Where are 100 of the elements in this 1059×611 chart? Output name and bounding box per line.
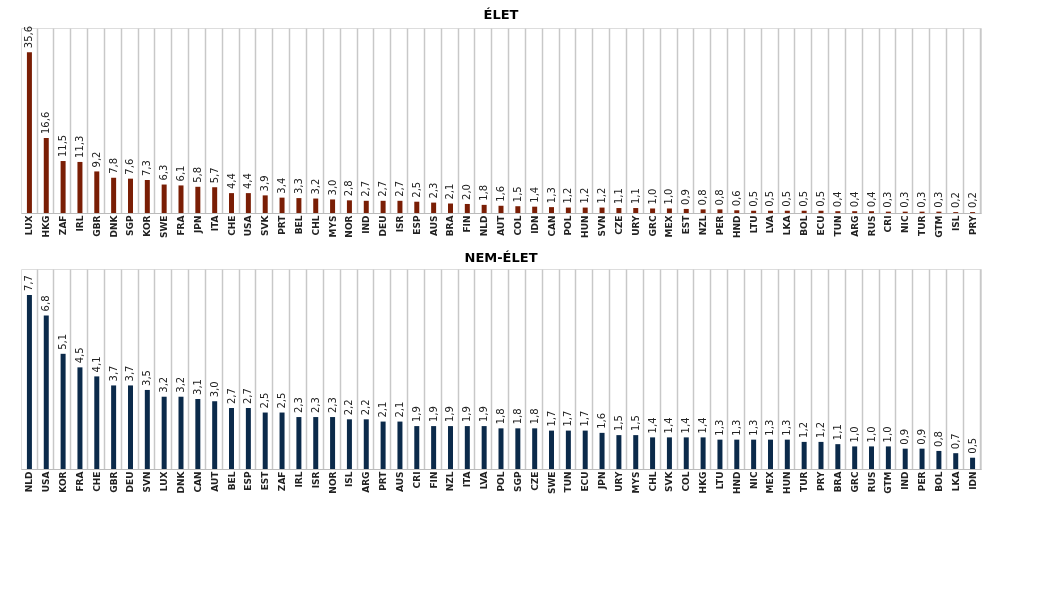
x-tick-label: NIC <box>900 215 911 233</box>
x-tick-label: ZAF <box>277 471 288 492</box>
bar <box>549 207 555 213</box>
x-tick-label: SGP <box>512 471 523 492</box>
bar <box>700 209 706 213</box>
bar <box>43 315 49 469</box>
x-tick-label: CAN <box>192 471 203 493</box>
data-label: 1,4 <box>663 417 675 434</box>
bar <box>127 385 133 469</box>
bar <box>77 367 83 469</box>
x-tick-label: KOR <box>142 215 153 237</box>
data-label: 3,1 <box>191 379 203 395</box>
bar <box>380 421 386 469</box>
bar <box>515 428 521 469</box>
x-tick-label: DNK <box>176 470 186 494</box>
bar <box>212 187 218 213</box>
bar <box>346 419 352 469</box>
bar <box>414 426 420 469</box>
data-label: 2,3 <box>427 182 439 199</box>
x-tick-label: DEU <box>125 471 136 493</box>
chart-title: NEM-ÉLET <box>464 250 538 265</box>
bar <box>245 408 251 469</box>
bar <box>767 439 773 469</box>
data-label: 0,7 <box>949 433 961 450</box>
data-label: 0,3 <box>932 191 944 208</box>
data-label: 0,9 <box>680 189 692 205</box>
bar <box>178 185 184 213</box>
bar <box>144 180 150 213</box>
x-tick-label: JPN <box>597 471 608 490</box>
data-label: 0,2 <box>966 192 978 209</box>
x-tick-label: POL <box>563 215 574 236</box>
x-tick-label: HKG <box>41 215 52 238</box>
data-label: 2,1 <box>393 401 405 418</box>
x-tick-label: RUS <box>866 215 877 237</box>
data-label: 2,1 <box>377 401 389 418</box>
x-tick-label: GTM <box>883 471 894 494</box>
data-label: 1,4 <box>528 186 540 203</box>
data-label: 0,5 <box>747 190 759 207</box>
data-label: 1,8 <box>528 408 540 425</box>
bar <box>936 450 942 469</box>
data-label: 4,4 <box>242 173 254 190</box>
data-label: 1,1 <box>831 424 843 441</box>
data-label: 0,4 <box>865 191 877 208</box>
data-label: 1,9 <box>444 406 456 423</box>
bar <box>330 417 336 469</box>
bar <box>26 52 32 213</box>
data-label: 3,2 <box>309 178 321 195</box>
bar <box>666 208 672 213</box>
x-tick-label: ARG <box>361 471 372 493</box>
data-label: 2,7 <box>225 388 237 405</box>
bar <box>784 210 790 213</box>
x-tick-label: IRL <box>74 215 85 232</box>
data-label: 1,0 <box>882 426 894 443</box>
data-label: 1,7 <box>579 410 591 427</box>
bar <box>633 435 639 469</box>
data-label: 1,2 <box>596 187 608 204</box>
bar <box>498 428 504 469</box>
x-tick-label: IDN <box>529 215 540 234</box>
x-tick-label: ECU <box>816 215 826 236</box>
data-label: 2,1 <box>444 183 456 200</box>
bar <box>767 210 773 213</box>
bar <box>195 398 201 469</box>
bar <box>229 408 235 469</box>
data-label: 3,2 <box>175 376 186 393</box>
x-tick-label: ITA <box>462 471 473 488</box>
data-label: 1,0 <box>646 188 658 205</box>
bar <box>94 171 100 213</box>
data-label: 0,4 <box>848 191 860 208</box>
x-tick-label: KOR <box>58 471 69 493</box>
bar <box>700 437 706 469</box>
data-label: 1,6 <box>596 412 608 429</box>
data-label: 1,4 <box>680 417 692 434</box>
data-label: 7,6 <box>124 158 136 175</box>
x-tick-label: SWE <box>159 215 170 239</box>
bar <box>296 417 302 469</box>
x-tick-label: GBR <box>108 471 119 493</box>
data-label: 1,5 <box>612 415 624 432</box>
data-label: 1,3 <box>730 419 742 436</box>
bar <box>902 448 908 469</box>
data-label: 3,2 <box>158 376 170 393</box>
data-label: 4,4 <box>225 173 237 190</box>
data-label: 0,8 <box>713 189 725 206</box>
data-label: 0,3 <box>882 191 894 208</box>
x-tick-label: ISR <box>310 471 321 489</box>
bar <box>599 207 605 213</box>
data-label: 3,5 <box>141 370 153 386</box>
bar <box>565 207 571 213</box>
bar <box>616 208 622 213</box>
data-label: 2,7 <box>242 388 254 405</box>
x-tick-label: GTM <box>933 215 944 238</box>
data-label: 1,0 <box>865 426 877 443</box>
bar <box>650 437 656 469</box>
x-tick-label: PRT <box>378 470 389 491</box>
x-tick-label: NOR <box>344 215 355 238</box>
data-label: 0,3 <box>916 191 928 208</box>
x-tick-label: PER <box>714 215 725 236</box>
data-label: 1,2 <box>562 187 574 204</box>
bar <box>279 197 285 213</box>
bar <box>363 419 369 469</box>
data-label: 0,5 <box>764 190 776 207</box>
